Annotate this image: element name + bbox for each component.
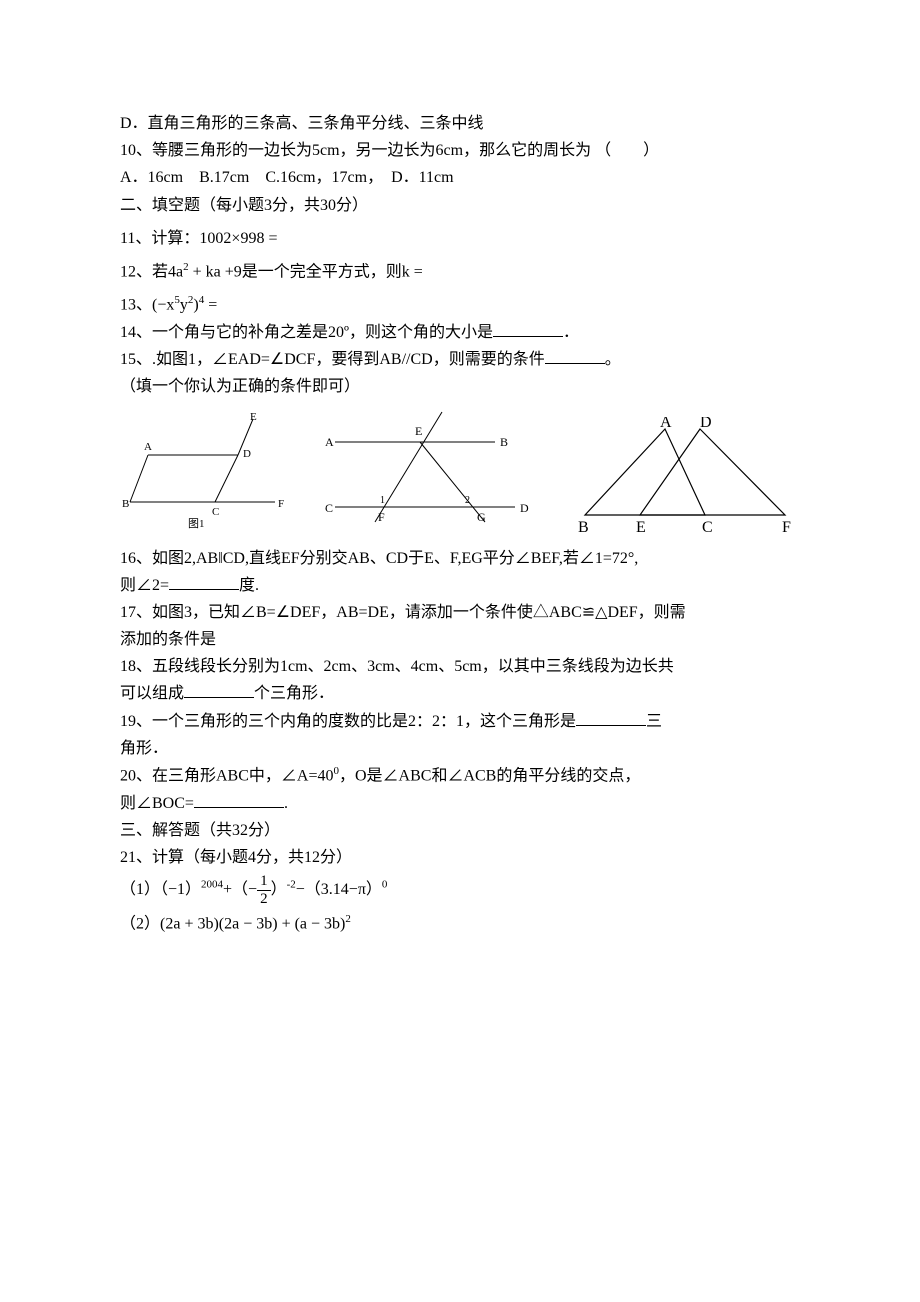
- q21-heading: 21、计算（每小题4分，共12分）: [120, 844, 800, 871]
- q12-part1: 12、若4a: [120, 263, 183, 280]
- svg-text:E: E: [636, 519, 646, 536]
- figure-3: A D B E C F: [570, 417, 800, 537]
- q18-line2: 可以组成 个三角形．: [120, 680, 800, 707]
- svg-text:F: F: [782, 519, 791, 536]
- svg-text:D: D: [700, 417, 712, 431]
- q13-eq: =: [204, 297, 217, 314]
- q15-note: （填一个你认为正确的条件即可）: [120, 373, 800, 400]
- svg-text:G: G: [477, 510, 486, 524]
- q10-stem: 10、等腰三角形的一边长为5cm，另一边长为6cm，那么它的周长为 （ ）: [120, 137, 800, 164]
- svg-text:C: C: [325, 501, 333, 515]
- figure-2: A E B C 1 F 2 G D: [320, 407, 540, 537]
- q12-part2: + ka +9是一个完全平方式，则k =: [189, 263, 423, 280]
- svg-text:E: E: [415, 424, 422, 438]
- q21-1-b: +（−: [223, 881, 257, 898]
- svg-text:图1: 图1: [188, 517, 205, 530]
- svg-text:A: A: [660, 417, 672, 431]
- figure-1: A E D B C F 图1: [120, 407, 290, 537]
- svg-text:B: B: [122, 498, 129, 510]
- svg-text:E: E: [250, 411, 257, 423]
- q14-blank: [493, 320, 563, 337]
- q14-dot: ．: [563, 324, 579, 341]
- q21-2: （2）(2a + 3b)(2a − 3b) + (a − 3b)2: [120, 910, 800, 938]
- q21-1-c: ）: [271, 881, 287, 898]
- q20-blank: [194, 791, 284, 808]
- q14-text: 14、一个角与它的补角之差是20º，则这个角的大小是: [120, 324, 493, 341]
- q20-rest: ，O是∠ABC和∠ACB的角平分线的交点，: [339, 767, 640, 784]
- q20-text: 20、在三角形ABC中，∠A=40: [120, 767, 333, 784]
- svg-text:C: C: [702, 519, 713, 536]
- q17-line2: 添加的条件是: [120, 626, 800, 653]
- q19-blank: [576, 709, 646, 726]
- q19-text: 19、一个三角形的三个内角的度数的比是2：2：1，这个三角形是: [120, 713, 576, 730]
- q20-line1: 20、在三角形ABC中，∠A=400，O是∠ABC和∠ACB的角平分线的交点，: [120, 762, 800, 790]
- q21-1: （1）（−1）2004+（−12）-2−（3.14−π）0: [120, 871, 800, 909]
- q21-1-expn2: -2: [287, 879, 296, 891]
- q13-label: 13、: [120, 297, 152, 314]
- q12: 12、若4a2 + ka +9是一个完全平方式，则k =: [120, 258, 800, 286]
- q18-suffix: 个三角形．: [254, 685, 334, 702]
- q15-text: 15、.如图1，∠EAD=∠DCF，要得到AB//CD，则需要的条件: [120, 351, 545, 368]
- q16-line2: 则∠2= 度.: [120, 572, 800, 599]
- q21-1-exp0: 0: [382, 879, 388, 891]
- fraction-half: 12: [257, 873, 271, 907]
- q13-open: (−x: [152, 297, 174, 314]
- svg-text:F: F: [378, 510, 385, 524]
- q9-option-d: D．直角三角形的三条高、三条角平分线、三条中线: [120, 110, 800, 137]
- svg-text:1: 1: [380, 495, 385, 506]
- q16-suffix: 度.: [239, 577, 259, 594]
- q11: 11、计算：1002×998 =: [120, 225, 800, 252]
- q20-boc: 则∠BOC=: [120, 795, 194, 812]
- section-2-heading: 二、填空题（每小题3分，共30分）: [120, 192, 800, 219]
- q17-line1: 17、如图3，已知∠B=∠DEF，AB=DE，请添加一个条件使△ABC≌△DEF…: [120, 599, 800, 626]
- frac-den: 2: [257, 891, 271, 908]
- svg-text:D: D: [243, 448, 251, 460]
- q18-prefix: 可以组成: [120, 685, 184, 702]
- q11-expr: 1002×998 =: [199, 230, 277, 247]
- q15-blank: [545, 347, 605, 364]
- figure-row: A E D B C F 图1 A E B C 1 F 2 G D: [120, 407, 800, 537]
- q15-end: 。: [605, 351, 621, 368]
- q18-line1: 18、五段线段长分别为1cm、2cm、3cm、4cm、5cm，以其中三条线段为边…: [120, 653, 800, 680]
- q16-prefix: 则∠2=: [120, 577, 169, 594]
- q11-label: 11、计算：: [120, 230, 199, 247]
- q19-line1: 19、一个三角形的三个内角的度数的比是2：2：1，这个三角形是 三: [120, 708, 800, 735]
- svg-text:A: A: [144, 441, 152, 453]
- q21-1-a: （1）（−1）: [120, 881, 201, 898]
- q14: 14、一个角与它的补角之差是20º，则这个角的大小是 ．: [120, 319, 800, 346]
- q15: 15、.如图1，∠EAD=∠DCF，要得到AB//CD，则需要的条件 。: [120, 346, 800, 373]
- svg-text:2: 2: [465, 495, 470, 506]
- q19-suffix: 三: [646, 713, 662, 730]
- svg-text:D: D: [520, 501, 529, 515]
- svg-text:C: C: [212, 506, 219, 518]
- svg-text:B: B: [500, 435, 508, 449]
- q21-1-d: −（3.14−π）: [296, 881, 382, 898]
- q21-2-label: （2）: [120, 915, 160, 932]
- section-3-heading: 三、解答题（共32分）: [120, 817, 800, 844]
- q19-line2: 角形．: [120, 735, 800, 762]
- svg-text:B: B: [578, 519, 589, 536]
- q13: 13、(−x5y2)4 =: [120, 291, 800, 319]
- q20-dot: .: [284, 795, 288, 812]
- q21-2-expr: (2a + 3b)(2a − 3b) + (a − 3b): [160, 915, 345, 932]
- q21-2-exp2: 2: [345, 913, 351, 925]
- q16-line1: 16、如图2,AB‖CD,直线EF分别交AB、CD于E、F,EG平分∠BEF,若…: [120, 545, 800, 572]
- q10-options: A．16cm B.17cm C.16cm，17cm， D．11cm: [120, 164, 800, 191]
- q20-line2: 则∠BOC=.: [120, 790, 800, 817]
- svg-text:F: F: [278, 498, 284, 510]
- frac-num: 1: [257, 873, 271, 891]
- q21-1-exp2004: 2004: [201, 879, 223, 891]
- q16-blank: [169, 573, 239, 590]
- svg-text:A: A: [325, 435, 334, 449]
- q18-blank: [184, 681, 254, 698]
- q13-y: y: [180, 297, 188, 314]
